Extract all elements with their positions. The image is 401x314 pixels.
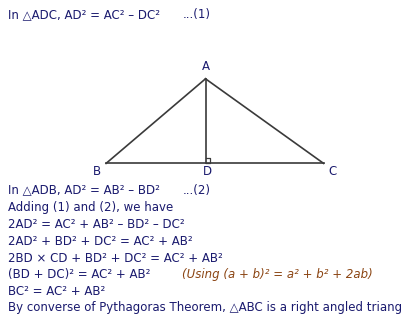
Text: ...(2): ...(2): [182, 184, 211, 197]
Text: (Using (a + b)² = a² + b² + 2ab): (Using (a + b)² = a² + b² + 2ab): [182, 268, 373, 281]
Text: 2AD² = AC² + AB² – BD² – DC²: 2AD² = AC² + AB² – BD² – DC²: [8, 218, 184, 231]
Text: Adding (1) and (2), we have: Adding (1) and (2), we have: [8, 201, 173, 214]
Text: A: A: [202, 60, 209, 73]
Text: BC² = AC² + AB²: BC² = AC² + AB²: [8, 285, 105, 298]
Text: (BD + DC)² = AC² + AB²: (BD + DC)² = AC² + AB²: [8, 268, 150, 281]
Text: D: D: [203, 165, 212, 178]
Text: 2AD² + BD² + DC² = AC² + AB²: 2AD² + BD² + DC² = AC² + AB²: [8, 235, 192, 248]
Text: 2BD × CD + BD² + DC² = AC² + AB²: 2BD × CD + BD² + DC² = AC² + AB²: [8, 252, 223, 264]
Text: In △ADC, AD² = AC² – DC²: In △ADC, AD² = AC² – DC²: [8, 8, 160, 21]
Text: C: C: [328, 165, 336, 178]
Text: By converse of Pythagoras Theorem, △ABC is a right angled triangle.: By converse of Pythagoras Theorem, △ABC …: [8, 301, 401, 314]
Text: In △ADB, AD² = AB² – BD²: In △ADB, AD² = AB² – BD²: [8, 184, 160, 197]
Text: ...(1): ...(1): [182, 8, 211, 21]
Text: B: B: [93, 165, 101, 178]
